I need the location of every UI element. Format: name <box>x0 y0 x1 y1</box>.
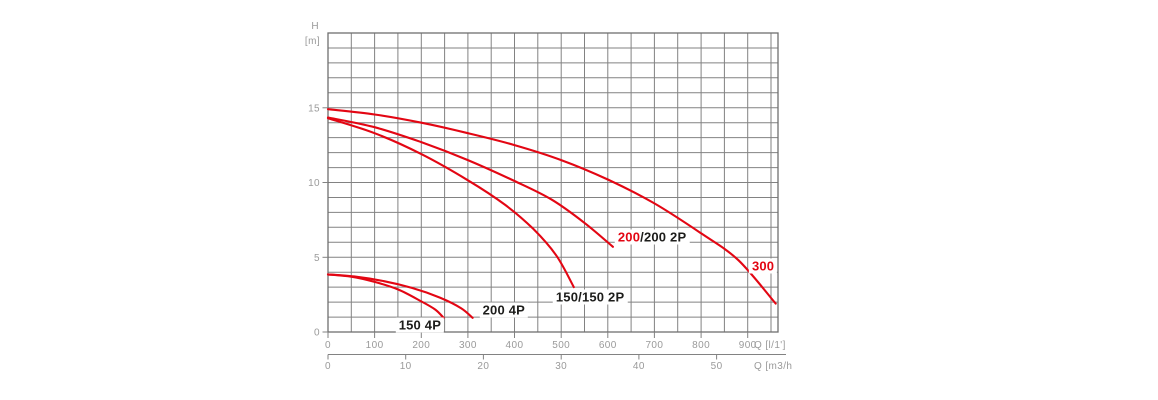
x-tick-label-lmin: 700 <box>645 340 663 351</box>
y-axis-unit-line2: [m] <box>305 36 320 47</box>
curve-label-part: 150 4P <box>398 317 442 332</box>
grid <box>328 33 778 332</box>
x-axis-secondary: 0 10 20 30 40 50 Q [m3/h <box>325 354 792 372</box>
x-tick-label-m3h: 40 <box>633 361 645 372</box>
x-tick-label-lmin: 300 <box>459 340 477 351</box>
curve-label-300: 300 <box>748 258 778 274</box>
curve-label-part: 200 4P <box>482 302 525 318</box>
x-tick-label-lmin: 600 <box>599 340 617 351</box>
x-tick-label-m3h: 50 <box>711 361 723 372</box>
y-tick-label: 10 <box>308 178 320 189</box>
y-axis-unit-line1: H <box>311 21 319 32</box>
x-tick-label-m3h: 10 <box>400 361 412 372</box>
x-tick-label-m3h: 0 <box>325 361 331 372</box>
curve-label-200-200-2p: 200/200 2P <box>614 229 690 245</box>
curve-200-200-2p <box>326 116 614 248</box>
y-tick-label: 0 <box>314 328 320 339</box>
x-tick-label-lmin: 500 <box>552 340 570 351</box>
x-tick-label-lmin: 0 <box>325 340 331 351</box>
x-tick-label-m3h: 20 <box>477 361 489 372</box>
x-tick-label-m3h: 30 <box>555 361 567 372</box>
curve-label-150-150-2p: 150/150 2P <box>552 289 628 305</box>
x-tick-label-lmin: 900 <box>739 340 757 351</box>
x-tick-label-lmin: 200 <box>412 340 430 351</box>
x-tick-label-lmin: 100 <box>366 340 384 351</box>
y-axis: 0 5 10 15 H [m] <box>305 21 328 339</box>
curve-label-part: 200 <box>617 229 641 245</box>
curve-label-part: 300 <box>751 258 775 274</box>
curve-label-200-4p: 200 4P <box>479 302 528 318</box>
x-tick-label-lmin: 400 <box>506 340 524 351</box>
curve-label-part: /200 2P <box>640 229 687 245</box>
curve-label-part: 150/150 2P <box>555 289 625 305</box>
curve-150-150-2p <box>326 117 575 289</box>
y-tick-label: 5 <box>314 253 320 264</box>
curve-label-150-4p: 150 4P <box>395 317 445 332</box>
curve-200-4p <box>326 273 474 319</box>
x-tick-label-lmin: 800 <box>692 340 710 351</box>
x-axis-secondary-unit: Q [m3/h <box>754 361 792 372</box>
y-tick-label: 15 <box>308 103 320 114</box>
x-axis-primary-unit: Q [l/1'] <box>754 340 786 351</box>
curve-300 <box>326 108 777 305</box>
